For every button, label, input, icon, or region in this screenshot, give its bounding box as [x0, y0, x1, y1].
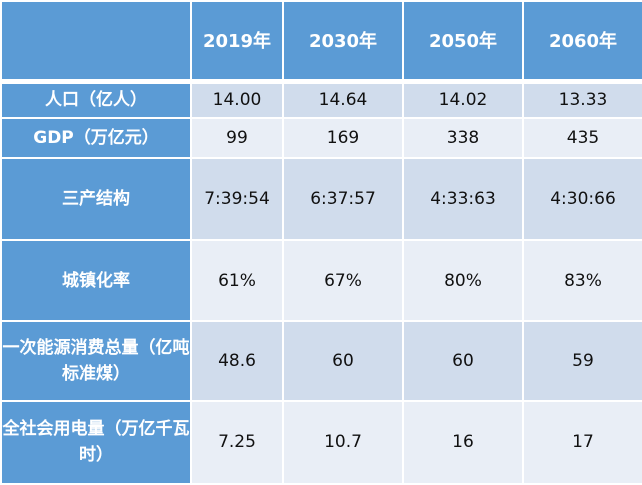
cell: 4:30:66: [522, 157, 642, 242]
cell: 16: [402, 399, 524, 485]
header-cell: 2060年: [522, 0, 642, 84]
cell: 48.6: [190, 319, 284, 402]
table-row: 人口（亿人） 14.00 14.64 14.02 13.33: [0, 80, 642, 120]
table-row: 一次能源消费总量（亿吨标准煤） 48.6 60 60 59: [0, 319, 642, 402]
row-label: 人口（亿人）: [0, 80, 192, 120]
cell: 338: [402, 117, 524, 160]
header-cell: [0, 0, 192, 84]
cell: 7.25: [190, 399, 284, 485]
header-cell: 2050年: [402, 0, 524, 84]
cell: 13.33: [522, 80, 642, 120]
cell: 169: [282, 117, 404, 160]
cell: 7:39:54: [190, 157, 284, 242]
cell: 60: [402, 319, 524, 402]
row-label: 一次能源消费总量（亿吨标准煤）: [0, 319, 192, 402]
cell: 99: [190, 117, 284, 160]
cell: 80%: [402, 239, 524, 322]
row-label: 全社会用电量（万亿千瓦时）: [0, 399, 192, 485]
cell: 6:37:57: [282, 157, 404, 242]
cell: 10.7: [282, 399, 404, 485]
table-row: 全社会用电量（万亿千瓦时） 7.25 10.7 16 17: [0, 399, 642, 485]
cell: 4:33:63: [402, 157, 524, 242]
row-label: 三产结构: [0, 157, 192, 242]
cell: 14.64: [282, 80, 404, 120]
cell: 59: [522, 319, 642, 402]
cell: 14.00: [190, 80, 284, 120]
table-row: 城镇化率 61% 67% 80% 83%: [0, 239, 642, 322]
cell: 14.02: [402, 80, 524, 120]
cell: 83%: [522, 239, 642, 322]
header-row: 2019年 2030年 2050年 2060年: [0, 0, 642, 84]
header-cell: 2030年: [282, 0, 404, 84]
cell: 60: [282, 319, 404, 402]
row-label: GDP（万亿元）: [0, 117, 192, 160]
table-row: 三产结构 7:39:54 6:37:57 4:33:63 4:30:66: [0, 157, 642, 242]
cell: 17: [522, 399, 642, 485]
row-label: 城镇化率: [0, 239, 192, 322]
header-cell: 2019年: [190, 0, 284, 84]
table-row: GDP（万亿元） 99 169 338 435: [0, 117, 642, 160]
cell: 67%: [282, 239, 404, 322]
cell: 61%: [190, 239, 284, 322]
cell: 435: [522, 117, 642, 160]
